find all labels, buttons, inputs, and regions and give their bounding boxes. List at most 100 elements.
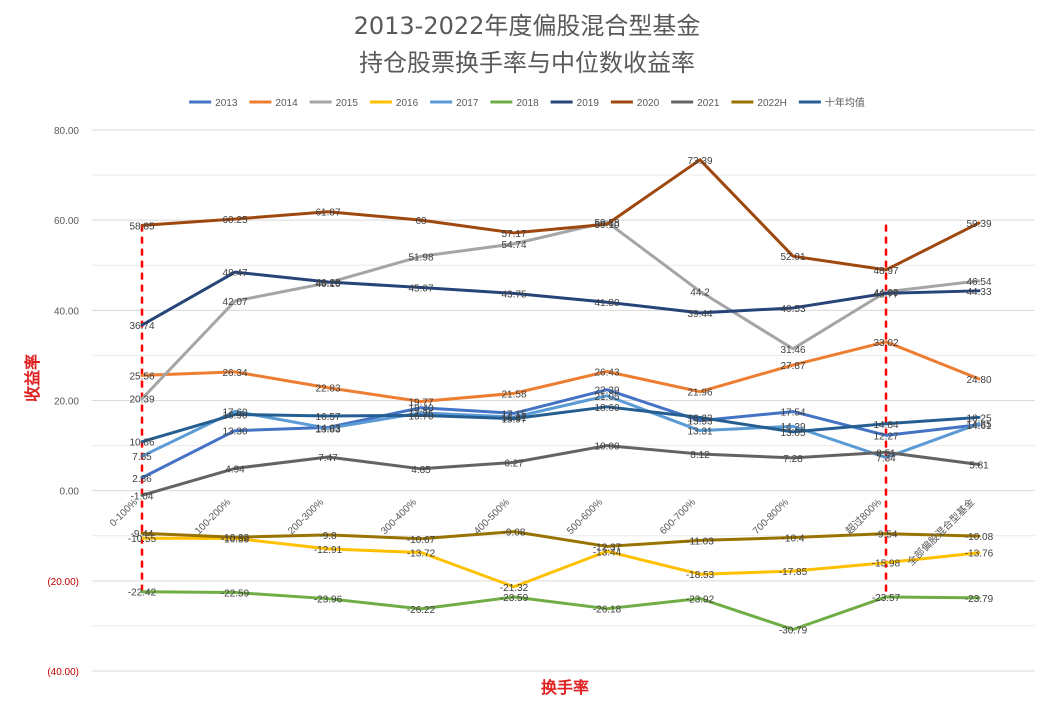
data-label: 21.05 [594,392,619,403]
data-label: 24.80 [966,375,991,386]
data-label: 4.94 [225,464,245,475]
data-label: -23.92 [686,595,715,606]
data-label: 20.39 [129,395,154,406]
chart-title-line-1: 2013-2022年度偏股混合型基金 [354,12,701,40]
series-line-2014 [140,340,981,404]
data-label: -13.44 [593,547,622,558]
data-label: 17.54 [780,408,805,419]
series-lines [140,158,981,631]
x-axis-ticks: 0-100% 100-200% 200-300% 300-400% 400-500% 50… [108,496,977,569]
series-line-2019 [140,270,981,327]
series-line-2015 [140,220,981,401]
data-label: -30.79 [779,625,808,636]
y-tick-label: 0.00 [60,487,80,498]
data-label: 51.98 [408,252,433,263]
data-label: 46.28 [315,278,340,289]
series-line-2022H [140,530,981,548]
data-label: 61.87 [315,208,340,219]
data-label: -1.04 [131,491,154,502]
data-label: 13.30 [222,427,247,438]
data-label: 43.75 [501,289,526,300]
data-label: 44.33 [966,287,991,298]
data-label: 18.60 [594,403,619,414]
data-label: 16.57 [315,412,340,423]
data-label: 12.27 [873,431,898,442]
data-label: 6.27 [504,458,524,469]
legend-item: 2017 [456,98,479,109]
data-label: 14.84 [873,420,898,431]
x-tick-label: 300-400% [379,497,419,537]
y-tick-label: (40.00) [47,667,79,678]
legend-item: 2022H [757,98,786,109]
data-label: -9.08 [503,528,526,539]
data-label: 7.28 [783,454,803,465]
data-label: -26.22 [407,605,436,616]
data-label: -23.59 [500,593,529,604]
data-label: -21.32 [500,583,529,594]
data-label: 17.25 [408,409,433,420]
data-label: -9.54 [875,530,898,541]
data-label: 39.44 [687,309,712,320]
legend-item: 十年均值 [825,96,865,109]
data-label: 5.81 [969,460,989,471]
data-label: 73.39 [687,156,712,167]
data-labels: 2.86 13.30 14.03 18.40 17.15 22.39 15.53 17.54 1… [128,156,994,637]
data-label: 60.25 [222,215,247,226]
series-line-2013 [140,388,981,480]
data-label: 42.07 [222,297,247,308]
data-label: 33.02 [873,338,898,349]
legend: 2013 2014 2015 2016 2017 2018 2019 2020 2021 2022… [189,96,865,109]
data-label: 52.01 [780,252,805,263]
data-label: 44.2 [690,287,710,298]
y-tick-label: (20.00) [47,577,79,588]
legend-item: 2015 [336,98,359,109]
data-label: 46.54 [966,277,991,288]
data-label: -10.08 [965,532,994,543]
legend-item: 2021 [697,98,720,109]
y-tick-label: 60.00 [54,216,79,227]
series-line-2021 [140,444,981,497]
data-label: 25.56 [129,371,154,382]
data-label: 14.61 [966,421,991,432]
gridlines [92,129,1035,672]
data-label: -13.76 [965,549,994,560]
data-label: 22.83 [315,384,340,395]
data-label: -12.37 [593,542,622,553]
x-tick-label: 100-200% [193,497,233,537]
data-label: 27.87 [780,361,805,372]
x-tick-label: 500-600% [565,497,605,537]
legend-item: 2013 [215,98,238,109]
y-tick-label: 20.00 [54,397,79,408]
data-label: 18.40 [408,404,433,415]
series-line-十年均值 [140,405,981,444]
data-label: 13.83 [315,424,340,435]
data-label: 36.74 [129,321,154,332]
data-label: -12.91 [314,545,343,556]
y-tick-label: 40.00 [54,306,79,317]
data-label: -9.44 [131,529,154,540]
y-axis-title: 收益率 [23,354,42,402]
data-label: 15.97 [501,415,526,426]
data-label: 10.00 [594,442,619,453]
data-label: 57.17 [501,229,526,240]
data-label: 19.77 [408,398,433,409]
data-label: 16.70 [408,411,433,422]
data-label: -10.59 [221,534,250,545]
data-label: -17.85 [779,567,808,578]
data-label: -10.4 [782,534,805,545]
data-label: 10.86 [129,438,154,449]
data-label: 16.90 [222,410,247,421]
data-label: 8.51 [876,448,896,459]
data-label: 15.53 [687,417,712,428]
data-label: 26.43 [594,368,619,379]
legend-item: 2018 [516,98,539,109]
data-label: 16.25 [966,413,991,424]
highlight-dashed-lines [140,224,888,592]
data-label: 59.58 [594,218,619,229]
data-label: 13.31 [687,427,712,438]
data-label: 8.12 [690,450,710,461]
data-label: 7.34 [876,454,896,465]
series-line-2017 [140,394,981,460]
x-tick-label: 600-700% [658,497,698,537]
